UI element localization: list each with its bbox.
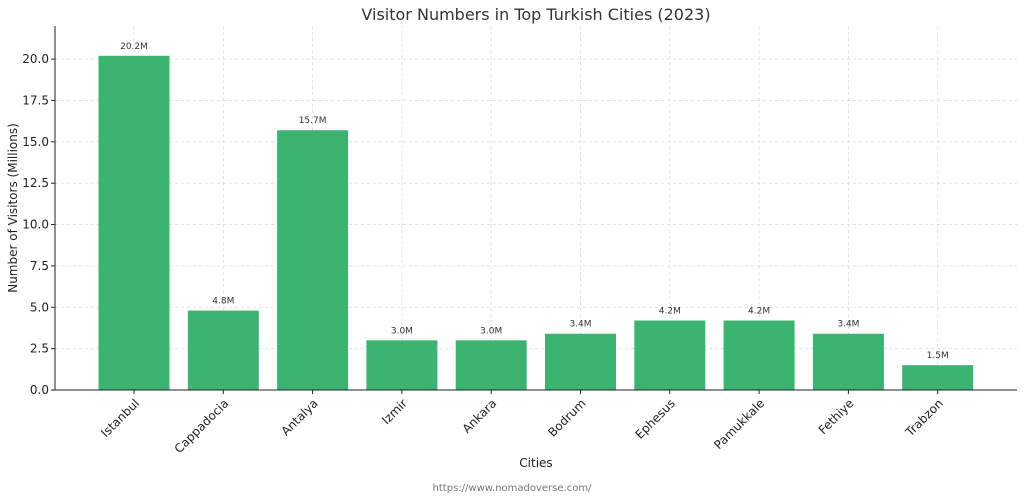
bar-ephesus (634, 320, 706, 390)
bar-antalya (277, 130, 349, 390)
x-tick-label-antalya: Antalya (279, 396, 321, 438)
x-axis-label: Cities (519, 456, 552, 470)
chart-title: Visitor Numbers in Top Turkish Cities (2… (361, 5, 710, 24)
x-tick-label-istanbul: Istanbul (98, 396, 142, 440)
data-label-ankara: 3.0M (480, 326, 502, 336)
bars: 20.2M 4.8M 15.7M 3.0M 3.0M 3.4M 4.2M 4.2M 3.4M 1.… (98, 42, 974, 390)
data-label-ephesus: 4.2M (659, 307, 681, 317)
x-tick-label-cappadocia: Cappadocia (172, 396, 232, 456)
y-tick-label: 20.0 (22, 52, 49, 66)
y-tick-label: 0.0 (30, 383, 49, 397)
data-label-antalya: 15.7M (299, 116, 327, 126)
bar-trabzon (902, 365, 974, 390)
axes (54, 26, 1017, 391)
data-label-fethiye: 3.4M (837, 320, 859, 330)
x-tick-label-bodrum: Bodrum (545, 396, 588, 439)
data-label-pamukkale: 4.2M (748, 307, 770, 317)
y-tick-label: 15.0 (22, 135, 49, 149)
data-label-izmir: 3.0M (391, 326, 413, 336)
y-tick-label: 5.0 (30, 300, 49, 314)
y-tick-label: 12.5 (22, 176, 49, 190)
x-tick-label-ephesus: Ephesus (632, 396, 677, 441)
data-label-cappadocia: 4.8M (212, 297, 234, 307)
bar-fethiye (812, 333, 884, 390)
data-label-trabzon: 1.5M (927, 351, 949, 361)
y-tick-label: 7.5 (30, 259, 49, 273)
y-axis-label: Number of Visitors (Millions) (6, 123, 20, 293)
data-label-bodrum: 3.4M (569, 320, 591, 330)
bar-istanbul (98, 55, 170, 390)
bar-izmir (366, 340, 438, 390)
grid-lines (55, 26, 1017, 391)
x-tick-label-pamukkale: Pamukkale (711, 396, 767, 452)
x-tick-label-ankara: Ankara (460, 396, 500, 436)
y-tick-label: 17.5 (22, 93, 49, 107)
x-ticks: Istanbul Cappadocia Antalya Izmir Ankara Bodr… (98, 390, 946, 456)
data-label-istanbul: 20.2M (120, 42, 148, 52)
bar-pamukkale (723, 320, 795, 390)
x-tick-label-fethiye: Fethiye (816, 396, 857, 437)
y-tick-label: 2.5 (30, 342, 49, 356)
y-tick-label: 10.0 (22, 218, 49, 232)
source-url: https://www.nomadoverse.com/ (433, 483, 593, 494)
bar-ankara (455, 340, 527, 390)
y-ticks: 0.0 2.5 5.0 7.5 10.0 12.5 15.0 17.5 20.0 (22, 52, 55, 397)
x-tick-label-izmir: Izmir (379, 396, 410, 427)
bar-cappadocia (187, 310, 259, 390)
bar-bodrum (545, 333, 616, 390)
x-tick-label-trabzon: Trabzon (902, 396, 946, 440)
